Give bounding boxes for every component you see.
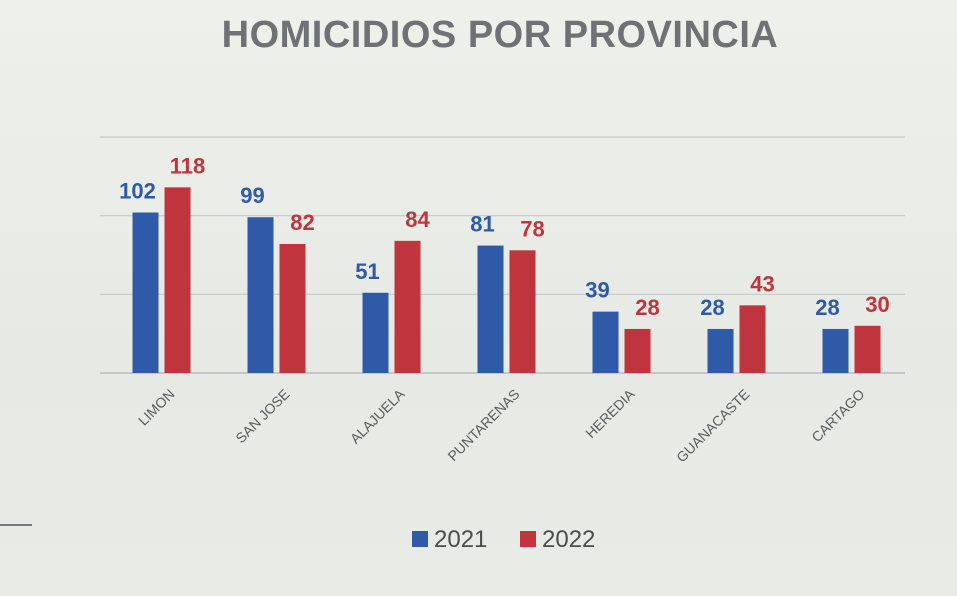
value-label-2022-limon: 118 xyxy=(170,153,206,178)
value-label-2021-cartago: 28 xyxy=(815,295,839,320)
category-label-limon: LIMON xyxy=(135,386,178,429)
edge-mark xyxy=(0,524,32,526)
value-label-2022-guanacaste: 43 xyxy=(750,271,774,296)
value-label-2022-cartago: 30 xyxy=(865,292,889,317)
legend-label-2021: 2021 xyxy=(434,526,487,553)
category-label-alajuela: ALAJUELA xyxy=(347,385,408,446)
category-label-puntarenas: PUNTARENAS xyxy=(444,386,522,464)
chart-title: HOMICIDIOS POR PROVINCIA xyxy=(221,14,779,56)
value-label-2021-san-jose: 99 xyxy=(240,183,264,208)
category-label-heredia: HEREDIA xyxy=(582,385,638,441)
value-labels: 102 118 99 82 51 84 81 78 39 28 28 43 28 30 xyxy=(119,153,890,320)
bar-2022-limon xyxy=(164,187,191,373)
bar-2021-heredia xyxy=(592,311,619,373)
value-label-2021-heredia: 39 xyxy=(585,278,609,303)
value-label-2021-limon: 102 xyxy=(119,179,156,204)
value-label-2022-san-jose: 82 xyxy=(290,210,314,235)
bars xyxy=(132,187,881,373)
value-label-2021-alajuela: 51 xyxy=(355,259,379,284)
bar-2021-cartago xyxy=(822,328,849,373)
bar-2021-alajuela xyxy=(362,292,389,373)
bar-2022-guanacaste xyxy=(739,305,766,373)
value-label-2021-guanacaste: 28 xyxy=(700,295,724,320)
bar-2021-san-jose xyxy=(247,217,274,373)
category-label-cartago: CARTAGO xyxy=(808,386,867,445)
bar-2022-heredia xyxy=(624,328,651,373)
legend-swatch-2021 xyxy=(412,531,428,547)
category-labels: LIMON SAN JOSE ALAJUELA PUNTARENAS HEREDIA GU… xyxy=(135,385,868,465)
legend: 2021 2022 xyxy=(412,526,595,553)
legend-label-2022: 2022 xyxy=(542,526,595,553)
bar-2022-cartago xyxy=(854,325,881,373)
category-label-guanacaste: GUANACASTE xyxy=(673,386,753,466)
bar-2022-alajuela xyxy=(394,240,421,373)
bar-2022-san-jose xyxy=(279,243,306,373)
value-label-2021-puntarenas: 81 xyxy=(470,212,494,237)
bar-2021-guanacaste xyxy=(707,328,734,373)
category-label-san-jose: SAN JOSE xyxy=(232,386,292,446)
value-label-2022-alajuela: 84 xyxy=(405,207,430,232)
bar-2022-puntarenas xyxy=(509,250,536,373)
value-label-2022-puntarenas: 78 xyxy=(520,216,544,241)
bar-2021-puntarenas xyxy=(477,245,504,373)
legend-swatch-2022 xyxy=(520,531,536,547)
value-label-2022-heredia: 28 xyxy=(635,295,659,320)
bar-2021-limon xyxy=(132,212,159,373)
